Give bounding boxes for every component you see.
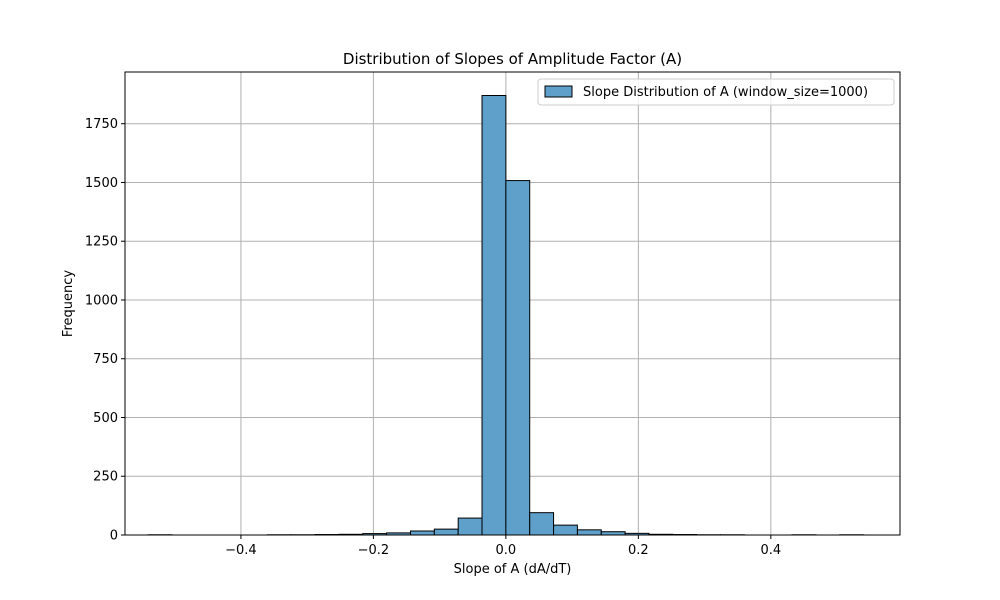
histogram-bar [529, 512, 555, 536]
legend-box [537, 78, 895, 106]
y-axis-label: Frequency [61, 270, 76, 337]
x-tick-label: 0.4 [760, 543, 781, 558]
legend-swatch [544, 85, 573, 98]
y-tick-label: 1750 [85, 117, 118, 132]
y-tick-label: 1500 [85, 176, 118, 191]
histogram-bar [553, 524, 578, 536]
x-tick-label: 0.2 [628, 543, 649, 558]
chart-title: Distribution of Slopes of Amplitude Fact… [343, 50, 682, 68]
y-tick-label: 0 [110, 529, 118, 544]
histogram-bar [505, 180, 531, 536]
histogram-bar [481, 95, 507, 536]
legend-label: Slope Distribution of A (window_size=100… [583, 85, 868, 100]
y-tick-label: 750 [93, 352, 118, 367]
y-tick-label: 1250 [85, 235, 118, 250]
histogram-bar [433, 528, 459, 536]
legend: Slope Distribution of A (window_size=100… [537, 78, 895, 106]
x-axis-ticks: −0.4 −0.2 0.0 0.2 0.4 [225, 535, 781, 558]
y-tick-label: 250 [93, 470, 118, 485]
plot-frame [124, 71, 901, 536]
x-tick-label: −0.4 [225, 543, 257, 558]
x-axis-label: Slope of A (dA/dT) [454, 562, 572, 577]
histogram-bar [409, 530, 435, 536]
y-axis-ticks: 0 250 500 750 1000 1250 1500 1750 [85, 117, 125, 544]
x-tick-label: −0.2 [358, 543, 390, 558]
y-tick-label: 1000 [85, 293, 118, 308]
histogram-bar [576, 529, 602, 536]
x-tick-label: 0.0 [496, 543, 517, 558]
histogram-bar [457, 517, 483, 536]
y-tick-label: 500 [93, 411, 118, 426]
